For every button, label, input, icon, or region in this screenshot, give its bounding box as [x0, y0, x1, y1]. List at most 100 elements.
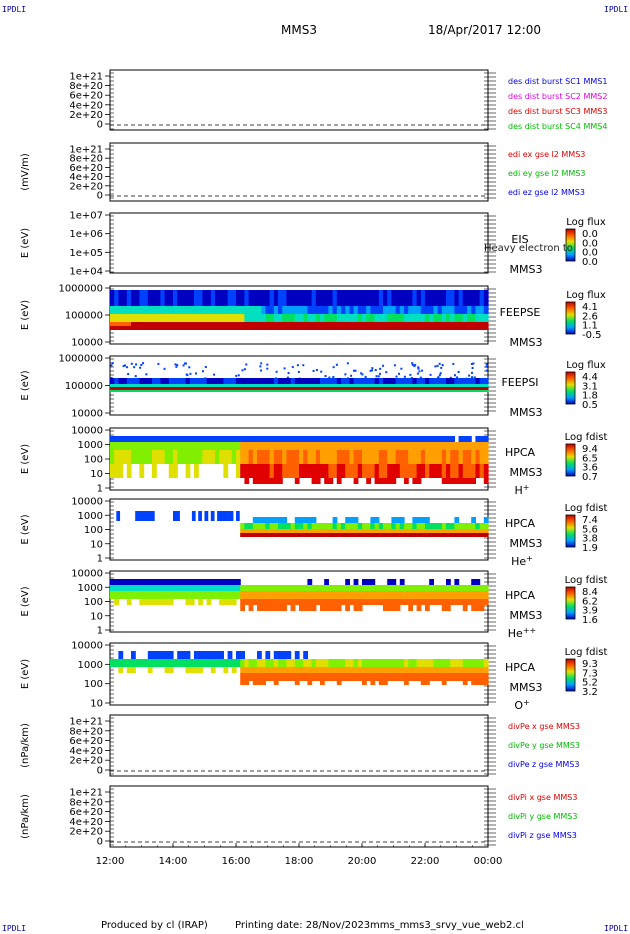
spectrogram-cell — [315, 667, 321, 673]
spectrogram-cell — [265, 599, 271, 605]
y-tick-label: 4e+20 — [69, 817, 103, 828]
colorbar-tick-label: 0.0 — [582, 229, 598, 240]
spectrogram-cell — [223, 450, 229, 464]
spectrogram-cell — [412, 442, 418, 450]
spectrogram-cell — [433, 591, 439, 599]
spectrogram-cell — [395, 464, 401, 478]
y-tick-label: 0 — [97, 191, 103, 202]
spectrogram-cell — [231, 579, 237, 585]
spectrogram-cell — [408, 322, 413, 326]
spectrogram-cell — [341, 667, 346, 673]
spectrogram-cell — [223, 387, 229, 390]
spectrogram-cell — [475, 442, 481, 450]
spectrogram-cell — [391, 523, 397, 529]
spectrogram-cell — [429, 523, 434, 529]
spectrogram-cell — [265, 659, 271, 667]
spectrogram-cell — [416, 591, 422, 599]
legend-entry: divPe y gse MMS3 — [508, 741, 580, 750]
spectrogram-cell — [449, 376, 452, 379]
spectrogram-cell — [357, 529, 363, 533]
spectrogram-cell — [290, 436, 296, 442]
spectrogram-cell — [265, 314, 271, 322]
spectrogram-cell — [231, 450, 237, 464]
spectrogram-cell — [303, 290, 308, 306]
spectrogram-cell — [294, 450, 300, 464]
spectrogram-cell — [236, 464, 241, 478]
y-axis-label: E (eV) — [20, 444, 31, 474]
spectrogram-cell — [332, 314, 338, 322]
spectrogram-cell — [377, 375, 380, 378]
spectrogram-cell — [357, 290, 363, 306]
spectrogram-cell — [437, 387, 443, 390]
spectrogram-cell — [378, 326, 384, 330]
spectrogram-cell — [383, 605, 388, 611]
spectrogram-cell — [320, 464, 325, 478]
spectrogram-cell — [231, 659, 237, 667]
spectrogram-cell — [278, 605, 283, 611]
spectrogram-cell — [252, 673, 258, 681]
y-tick-label: 1000 — [78, 511, 103, 522]
spectrogram-cell — [408, 290, 413, 306]
spectrogram-cell — [299, 326, 304, 330]
spectrogram-cell — [370, 667, 376, 673]
spectrogram-cell — [399, 585, 405, 591]
spectrogram-cell — [181, 591, 187, 599]
spectrogram-cell — [454, 290, 460, 306]
spectrogram-cell — [320, 599, 325, 605]
spectrogram-cell — [261, 478, 266, 484]
spectrogram-cell — [416, 673, 422, 681]
spectrogram-cell — [156, 651, 161, 659]
spectrogram-cell — [307, 390, 313, 392]
spectrogram-cell — [240, 326, 245, 330]
spectrogram-cell — [412, 523, 418, 529]
spectrogram-cell — [164, 378, 170, 384]
spectrogram-cell — [236, 387, 241, 390]
spectrogram-cell — [248, 591, 254, 599]
spectrogram-cell — [147, 326, 153, 330]
spectrogram-cell — [299, 605, 304, 611]
spectrogram-cell — [395, 599, 401, 605]
spectrogram-cell — [374, 591, 380, 599]
spectrogram-cell — [219, 436, 224, 442]
spectrogram-cell — [303, 384, 308, 387]
corner-tag-top-left: IPDLI — [2, 5, 27, 14]
spectrogram-cell — [458, 314, 464, 322]
spectrogram-cell — [244, 378, 250, 384]
spectrogram-cell — [257, 322, 262, 326]
spectrogram-cell — [357, 442, 363, 450]
spectrogram-cell — [164, 579, 170, 585]
spectrogram-cell — [269, 605, 275, 611]
spectrogram-cell — [189, 591, 195, 599]
spectrogram-cell — [257, 533, 262, 537]
spectrogram-cell — [366, 378, 371, 384]
spectrogram-cell — [252, 529, 258, 533]
colorbar-title: Log flux — [566, 360, 606, 371]
spectrogram-cell — [231, 378, 237, 384]
spectrogram-cell — [223, 585, 229, 591]
spectrogram-cell — [240, 533, 245, 537]
spacecraft-label: MMS3 — [510, 336, 543, 349]
spectrogram-cell — [248, 599, 254, 605]
y-tick-label: 1e+07 — [69, 211, 103, 222]
spectrogram-cell — [240, 464, 245, 478]
spectrogram-cell — [286, 591, 292, 599]
spectrogram-cell — [420, 290, 426, 306]
spectrogram-cell — [160, 314, 166, 322]
spectrogram-cell — [282, 605, 287, 611]
spectrogram-cell — [441, 314, 447, 322]
spectrogram-cell — [404, 378, 409, 384]
spectrogram-cell — [420, 585, 426, 591]
spectrogram-cell — [164, 306, 170, 314]
spectrogram-cell — [265, 523, 271, 529]
y-tick-label: 1e+06 — [69, 229, 103, 240]
colorbar-tick-label: 3.1 — [582, 381, 598, 392]
spectrogram-cell — [404, 659, 409, 667]
spectrogram-cell — [118, 384, 124, 387]
spectrogram-cell — [189, 378, 195, 384]
spectrogram-cell — [110, 378, 115, 384]
spectrogram-cell — [227, 326, 233, 330]
instrument-label: HPCA — [505, 517, 536, 530]
spectrogram-cell — [140, 363, 143, 366]
spectrogram-cell — [336, 326, 342, 330]
spectrogram-cell — [275, 370, 278, 373]
